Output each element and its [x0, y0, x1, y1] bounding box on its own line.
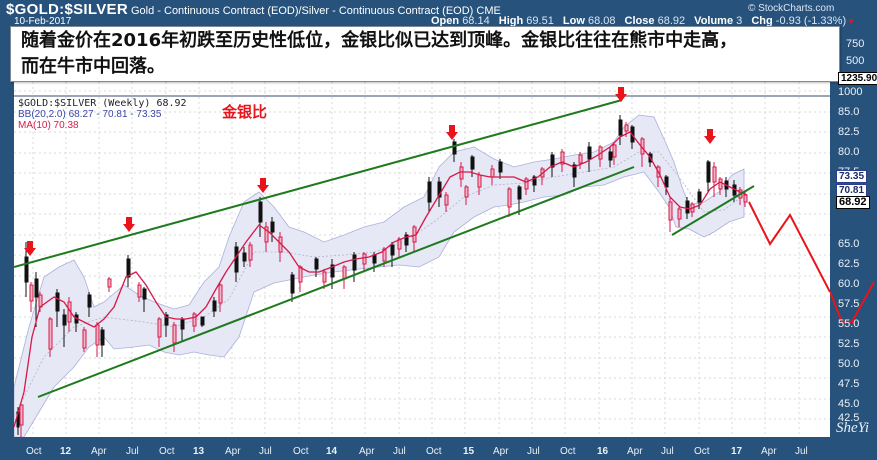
copyright: © StockCharts.com — [748, 3, 835, 14]
y-top-tag: 1235.90 — [838, 72, 877, 85]
low-label: Low — [562, 15, 585, 27]
close-label: Close — [624, 15, 655, 27]
x-label: Oct — [26, 446, 42, 457]
y-label: 45.0 — [838, 398, 860, 410]
open-label: Open — [431, 15, 460, 27]
moving-average-line — [14, 131, 748, 428]
y-label: 82.5 — [838, 126, 860, 138]
x-label: Apr — [493, 446, 509, 457]
y-label: 52.5 — [838, 338, 860, 350]
bollinger-band — [14, 114, 745, 437]
watermark: SheYi — [836, 420, 870, 436]
y-label: 55.0 — [838, 318, 860, 330]
y-label: 50.0 — [838, 358, 860, 370]
y-label: 1000 — [838, 86, 863, 98]
x-label: Jul — [795, 446, 808, 457]
x-label: 15 — [463, 446, 475, 457]
close-price-tag: 68.92 — [836, 196, 870, 209]
x-label: Oct — [293, 446, 309, 457]
x-label: 17 — [731, 446, 743, 457]
low-value: 68.08 — [587, 15, 616, 27]
bb-upper-tag: 73.35 — [836, 170, 868, 183]
upper-channel-line — [14, 99, 623, 268]
high-label: High — [498, 15, 524, 27]
x-label: Apr — [359, 446, 375, 457]
peak-arrows — [24, 87, 716, 256]
chart-date: 10-Feb-2017 — [14, 16, 72, 27]
chart-title: $GOLD:$SILVER Gold - Continuous Contract … — [6, 1, 501, 19]
x-label: Apr — [761, 446, 777, 457]
x-label: Oct — [694, 446, 710, 457]
y-label: 500 — [846, 55, 865, 67]
x-label: Apr — [225, 446, 241, 457]
y-label: 62.5 — [838, 258, 860, 270]
ohlc-bar: Open 68.14 High 69.51 Low 68.08 Close 68… — [431, 15, 855, 27]
chg-label: Chg — [751, 15, 773, 27]
y-label: 85.0 — [838, 106, 860, 118]
x-label: Jul — [527, 446, 540, 457]
x-label: 12 — [60, 446, 72, 457]
price-chart — [14, 82, 830, 437]
plot-area — [14, 27, 830, 437]
short-support-line — [671, 185, 755, 236]
open-value: 68.14 — [462, 15, 490, 27]
down-arrow-icon — [257, 178, 269, 193]
lower-channel-line — [37, 166, 635, 398]
forecast-path — [748, 201, 830, 293]
symbol: $GOLD:$SILVER — [6, 1, 128, 18]
down-arrow-icon — [123, 217, 135, 232]
chart-legend: $GOLD:$SILVER (Weekly) 68.92 BB(20,2.0) … — [18, 98, 187, 131]
symbol-description: Gold - Continuous Contract (EOD)/Silver … — [130, 5, 501, 17]
legend-main: $GOLD:$SILVER (Weekly) 68.92 — [18, 98, 187, 109]
x-label: Oct — [560, 446, 576, 457]
gold-silver-ratio-label: 金银比 — [222, 103, 268, 121]
x-label: Apr — [627, 446, 643, 457]
callout-line-2: 而在牛市中回落。 — [21, 56, 165, 77]
y-label: 42.5 — [838, 412, 860, 424]
x-label: 14 — [326, 446, 338, 457]
down-arrow-icon — [24, 241, 36, 256]
y-label: 65.0 — [838, 238, 860, 250]
y-label: 47.5 — [838, 378, 860, 390]
down-arrow-icon — [615, 87, 627, 102]
y-label: 750 — [846, 38, 865, 50]
volume-label: Volume — [694, 15, 734, 27]
down-triangle-icon: ▼ — [847, 17, 856, 26]
x-label: Jul — [661, 446, 674, 457]
x-label: Jul — [393, 446, 406, 457]
x-label: 13 — [193, 446, 205, 457]
callout-line-1: 随着金价在2016年初跌至历史性低位，金银比似已达到顶峰。金银比往往在熊市中走高… — [21, 30, 738, 51]
x-label: Oct — [426, 446, 442, 457]
x-label: Oct — [159, 446, 175, 457]
down-arrow-icon — [446, 125, 458, 140]
annotation-callout: 随着金价在2016年初跌至历史性低位，金银比似已达到顶峰。金银比往往在熊市中走高… — [10, 26, 840, 82]
legend-ma: MA(10) 70.38 — [18, 120, 79, 131]
close-value: 68.92 — [657, 15, 686, 27]
x-label: 16 — [597, 446, 609, 457]
y-label: 80.0 — [838, 146, 860, 158]
y-label: 60.0 — [838, 278, 860, 290]
x-label: Jul — [126, 446, 139, 457]
y-label: 57.5 — [838, 298, 860, 310]
x-label: Apr — [91, 446, 107, 457]
down-arrow-icon — [704, 129, 716, 144]
legend-bollinger: BB(20,2.0) 68.27 - 70.81 - 73.35 — [18, 109, 162, 120]
chg-value: -0.93 (-1.33%) — [775, 15, 847, 27]
trendlines — [14, 99, 755, 398]
high-value: 69.51 — [526, 15, 554, 27]
forecast-path-extension — [830, 281, 875, 323]
volume-value: 3 — [736, 15, 743, 27]
x-label: Jul — [259, 446, 272, 457]
